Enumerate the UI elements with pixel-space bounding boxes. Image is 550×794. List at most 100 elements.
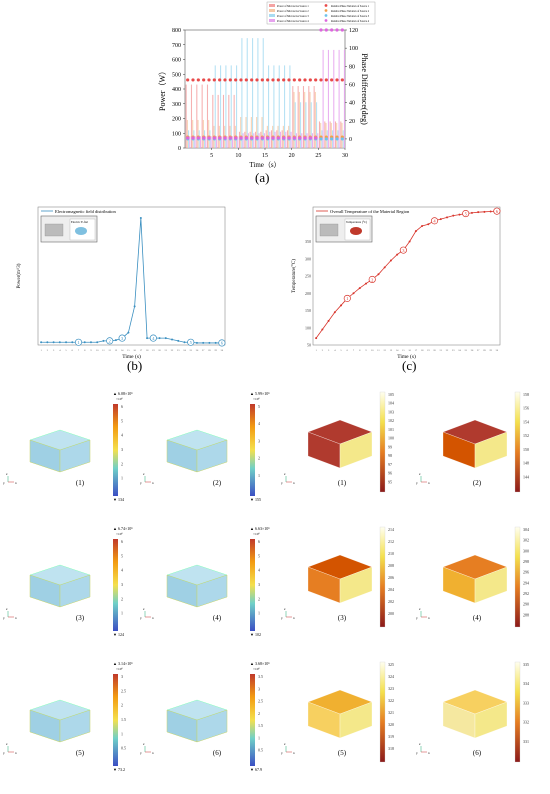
phase-point-source-1	[234, 78, 238, 82]
colorbar-tick: 4	[121, 433, 123, 438]
bar-source-3	[257, 38, 259, 148]
phase-point-source-3	[319, 137, 323, 141]
y2tick-label: 40	[349, 101, 355, 107]
colorbar-tick: 6	[121, 539, 123, 544]
axis-x-label: x	[428, 481, 430, 485]
axis-x-label: x	[15, 751, 17, 755]
bar-source-2	[330, 122, 332, 148]
series-point	[421, 224, 424, 227]
phase-point-source-1	[340, 78, 344, 82]
xtick-label: 30	[221, 349, 224, 352]
bar-source-1	[201, 84, 203, 148]
bar-source-1	[329, 121, 331, 148]
x-axis-label: Time (s)	[122, 353, 141, 360]
colorbar-tick: 2.5	[121, 688, 126, 693]
phase-point-source-1	[324, 78, 328, 82]
colorbar-tick: 98	[388, 453, 392, 458]
power-phase-chart: 0 100 200 300 400 500 600 700 800 0 20 40 60 80 100 120…	[158, 1, 376, 169]
axis-z-label: z	[284, 607, 286, 611]
thermal-right	[339, 701, 373, 739]
bar-source-3	[273, 65, 275, 148]
colorbar-tick: 4	[121, 568, 123, 573]
xtick-label: 15	[262, 153, 268, 159]
xtick-label: 5	[210, 153, 213, 159]
colorbar-tick: 319	[388, 734, 394, 739]
xtick-label: 6	[72, 349, 74, 352]
series-point	[414, 230, 417, 233]
bar-source-4	[205, 136, 207, 148]
bar-source-2	[325, 122, 327, 148]
colorbar-tick: 294	[523, 580, 529, 585]
colorbar-tick: 334	[523, 681, 529, 686]
bar-source-2	[186, 119, 188, 148]
bar-source-4	[263, 133, 265, 148]
colorbar-max: ▲ 5.99×10⁶	[250, 391, 270, 396]
series-point	[71, 341, 74, 344]
bar-source-2	[304, 91, 306, 148]
xtick-label: 21	[440, 349, 443, 352]
em-box-right	[59, 574, 91, 608]
legend-box-a	[266, 1, 376, 25]
bar-source-1	[206, 84, 209, 148]
phase-point-source-1	[292, 78, 296, 82]
colorbar	[113, 674, 118, 766]
series-point	[177, 339, 180, 342]
axis-z-label: z	[6, 742, 8, 746]
series-point	[396, 253, 399, 256]
y2-axis-label: Phase Difference(deg)	[360, 53, 369, 125]
xtick-label: 4	[59, 349, 61, 352]
phase-point-source-1	[255, 78, 259, 82]
colorbar-tick: 4	[258, 568, 260, 573]
colorbar-tick: 304	[523, 527, 529, 532]
series-point	[52, 341, 55, 344]
bar-source-4	[338, 49, 340, 148]
panel-a: 0 100 200 300 400 500 600 700 800 0 20 40 60 80 100 120…	[0, 0, 550, 190]
series-point	[58, 341, 61, 344]
colorbar-min: ▼ 124	[113, 632, 124, 637]
axis-x-label: x	[293, 751, 295, 755]
panel-c-label: (c)	[402, 358, 417, 373]
ytick-label: 300	[305, 256, 311, 261]
colorbar-tick: 3	[121, 447, 123, 452]
xtick-label: 30	[342, 153, 348, 159]
xtick-label: 9	[365, 349, 367, 352]
colorbar-max: ▲ 6.63×10⁶	[250, 526, 270, 531]
bar-source-2	[245, 117, 247, 148]
phase-point-source-4	[228, 136, 232, 140]
bar-source-1	[254, 131, 257, 148]
em-field-line-chart: Electromagnetic field distribution Electr…	[17, 206, 226, 360]
phase-point-source-4	[271, 136, 275, 140]
xtick-label: 18	[421, 349, 424, 352]
phase-point-source-1	[218, 78, 222, 82]
bar-source-3	[220, 65, 222, 148]
colorbar-tick: 323	[388, 686, 394, 691]
inset-blob	[350, 227, 362, 235]
legend-label: Relative Phase Variation of Source 2	[331, 10, 370, 13]
phase-point-source-1	[207, 78, 211, 82]
colorbar-tick: 2	[121, 703, 123, 708]
thermal-right	[474, 566, 508, 604]
colorbar-exp: ×10⁶	[253, 667, 260, 671]
axis-z-label: z	[6, 472, 8, 476]
thermal-right	[339, 566, 373, 604]
bar-source-3	[284, 65, 286, 148]
phase-point-source-1	[239, 78, 243, 82]
bar-source-1	[217, 94, 219, 148]
series-point	[352, 292, 355, 295]
colorbar-tick: 3	[258, 438, 260, 443]
colorbar-tick: 158	[523, 392, 529, 397]
bar-source-3	[294, 102, 296, 148]
phase-point-source-3	[335, 137, 339, 141]
xtick-label: 16	[408, 349, 411, 352]
series-point	[383, 266, 386, 269]
axis-z-label: z	[143, 607, 145, 611]
panel-c: Overall Temperature of the Material Regi…	[275, 195, 550, 380]
bar-source-2	[261, 117, 263, 148]
em-box-right	[59, 709, 91, 743]
axis-x-label: x	[293, 481, 295, 485]
colorbar	[379, 391, 386, 493]
series-point	[183, 341, 186, 344]
plot-area-a	[184, 29, 346, 149]
colorbar-min: ▼ 155	[250, 497, 261, 502]
bar-source-4	[189, 136, 191, 148]
